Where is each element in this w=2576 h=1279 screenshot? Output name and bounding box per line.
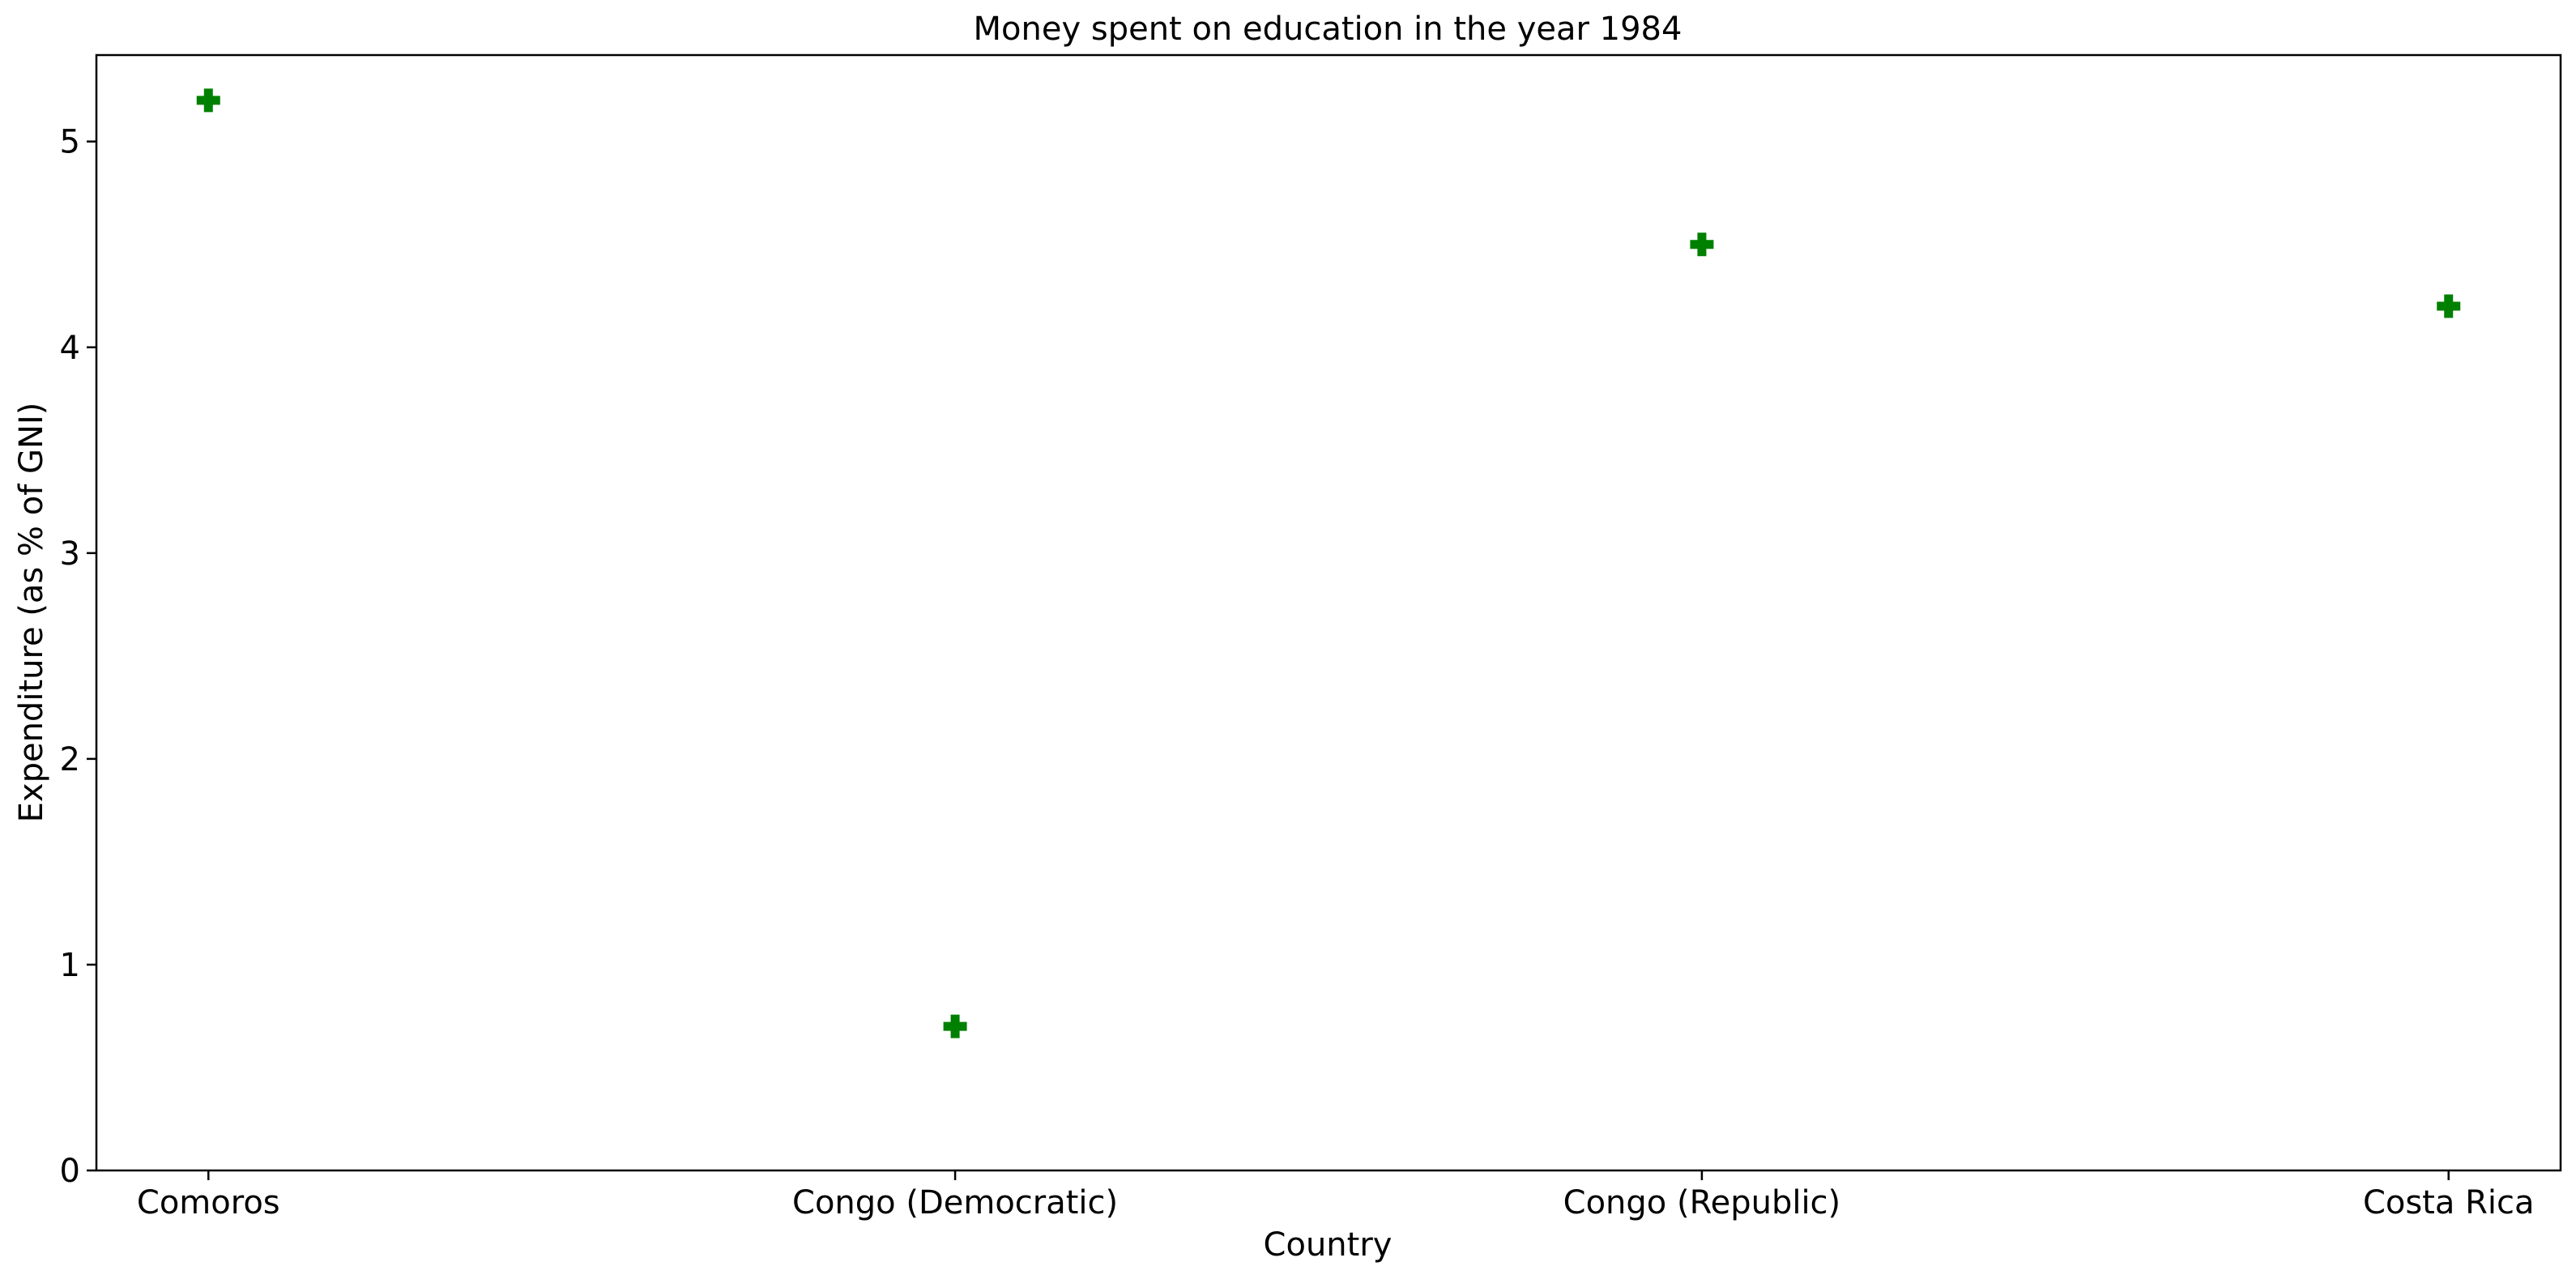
- y-tick-label: 2: [60, 741, 80, 778]
- data-point: [196, 88, 220, 113]
- x-tick-label: Congo (Republic): [1563, 1184, 1841, 1221]
- y-tick-label: 4: [60, 330, 80, 367]
- y-tick-label: 1: [60, 947, 80, 984]
- y-axis: 0 1 2 3 4 5: [60, 124, 96, 1190]
- data-point: [1690, 232, 1714, 257]
- data-point: [943, 1014, 967, 1038]
- x-tick-label: Comoros: [137, 1184, 280, 1221]
- data-points: [196, 88, 2461, 1038]
- x-tick-label: Congo (Democratic): [792, 1184, 1118, 1221]
- x-axis: Comoros Congo (Democratic) Congo (Republic…: [137, 1170, 2535, 1221]
- y-tick-label: 5: [60, 124, 80, 161]
- x-tick-label: Costa Rica: [2363, 1184, 2535, 1221]
- y-tick-label: 0: [60, 1153, 80, 1190]
- y-axis-label: Expenditure (as % of GNI): [13, 403, 50, 823]
- x-axis-label: Country: [1264, 1226, 1392, 1264]
- plot-area: [95, 53, 2562, 1172]
- data-point: [2437, 294, 2461, 318]
- y-tick-label: 3: [60, 535, 80, 573]
- chart-title: Money spent on education in the year 198…: [974, 11, 1683, 48]
- plot-frame: [95, 53, 2562, 1172]
